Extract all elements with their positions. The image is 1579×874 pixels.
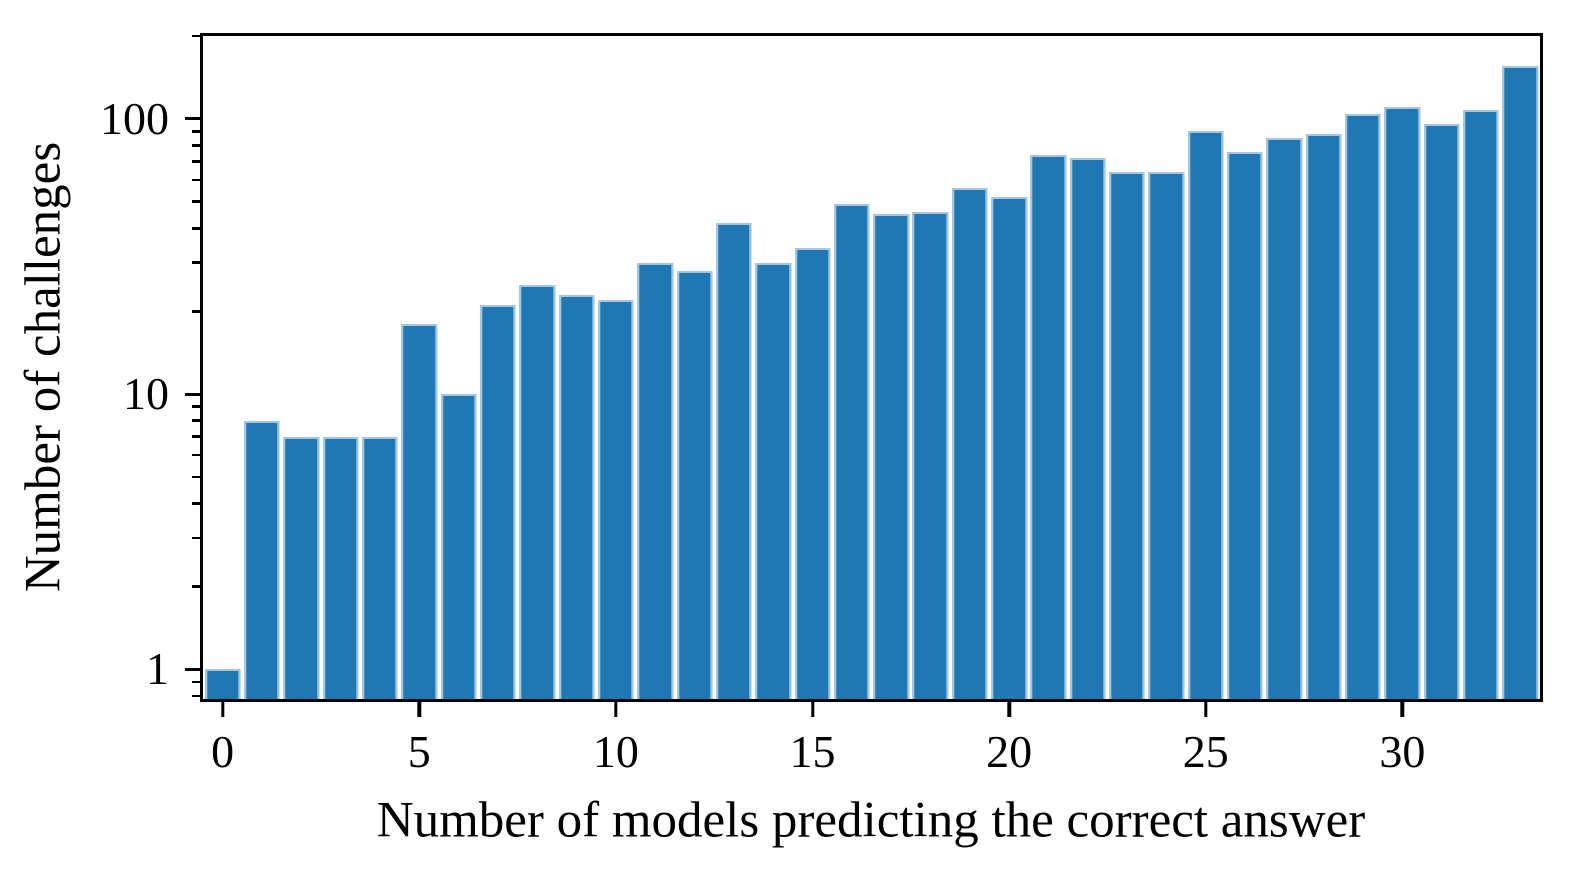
y-major-tick [185, 117, 200, 121]
y-minor-tick [192, 419, 200, 423]
bar [637, 262, 673, 699]
bar [952, 188, 988, 699]
x-tick-label: 30 [1379, 726, 1426, 777]
bar [1502, 66, 1539, 699]
bar [1148, 172, 1185, 699]
bar [912, 211, 949, 699]
y-tick-label: 100 [100, 92, 169, 144]
bar [676, 271, 713, 699]
y-minor-tick [192, 200, 200, 204]
y-minor-tick [192, 178, 200, 182]
y-minor-tick [192, 130, 200, 133]
x-tick [1007, 702, 1011, 717]
bar [834, 204, 870, 699]
bar [1109, 172, 1145, 699]
y-minor-tick [192, 160, 200, 163]
x-tick-label: 0 [211, 726, 235, 777]
y-major-tick [185, 392, 200, 396]
bar [991, 197, 1027, 699]
bar [716, 222, 752, 699]
bar [755, 262, 791, 699]
y-minor-tick [192, 309, 200, 313]
bar [598, 299, 634, 699]
y-axis-title: Number of challenges [15, 141, 72, 593]
y-minor-tick [192, 453, 200, 457]
x-tick-label: 20 [986, 726, 1033, 777]
y-minor-tick [192, 536, 200, 540]
x-axis-title: Number of models predicting the correct … [376, 792, 1366, 849]
bar [558, 294, 595, 699]
y-minor-tick [192, 405, 200, 408]
bar [873, 214, 909, 699]
bar [794, 247, 831, 699]
y-minor-tick [192, 694, 200, 698]
bar [1227, 151, 1263, 699]
bar [1423, 123, 1460, 699]
x-tick-label: 25 [1182, 726, 1229, 777]
bar [322, 436, 359, 699]
bar [519, 284, 555, 699]
bar [1384, 107, 1421, 699]
x-tick [614, 702, 618, 717]
bar [1070, 158, 1106, 699]
x-tick [1204, 702, 1208, 717]
bar [283, 436, 319, 699]
bar [1306, 134, 1342, 699]
y-minor-tick [192, 585, 200, 588]
x-tick [810, 702, 815, 717]
bar [1188, 131, 1224, 699]
x-tick [417, 702, 421, 717]
bar [362, 436, 398, 699]
x-tick-label: 10 [592, 726, 639, 777]
x-tick [220, 702, 225, 717]
bar [1345, 114, 1381, 699]
y-minor-tick [192, 227, 200, 230]
bar [440, 394, 477, 699]
bar [1463, 109, 1499, 699]
y-minor-tick [192, 34, 200, 38]
bar [480, 305, 516, 699]
x-tick-label: 5 [407, 726, 431, 777]
x-tick [1400, 702, 1405, 717]
y-minor-tick [192, 144, 200, 147]
y-minor-tick [192, 680, 200, 684]
y-major-tick [185, 667, 200, 671]
bar [1266, 138, 1303, 699]
y-minor-tick [192, 435, 200, 439]
y-minor-tick [192, 502, 200, 505]
y-tick-label: 1 [146, 643, 169, 695]
plot-area: 1 10 100 0 5 10 15 20 25 30 [100, 33, 1543, 775]
bar [401, 323, 437, 699]
y-tick-label: 10 [123, 368, 169, 420]
bar [244, 420, 280, 699]
bar [1030, 154, 1067, 699]
x-tick-label: 15 [789, 726, 836, 777]
y-minor-tick [192, 261, 200, 265]
bar [204, 669, 241, 699]
y-minor-tick [192, 475, 200, 479]
